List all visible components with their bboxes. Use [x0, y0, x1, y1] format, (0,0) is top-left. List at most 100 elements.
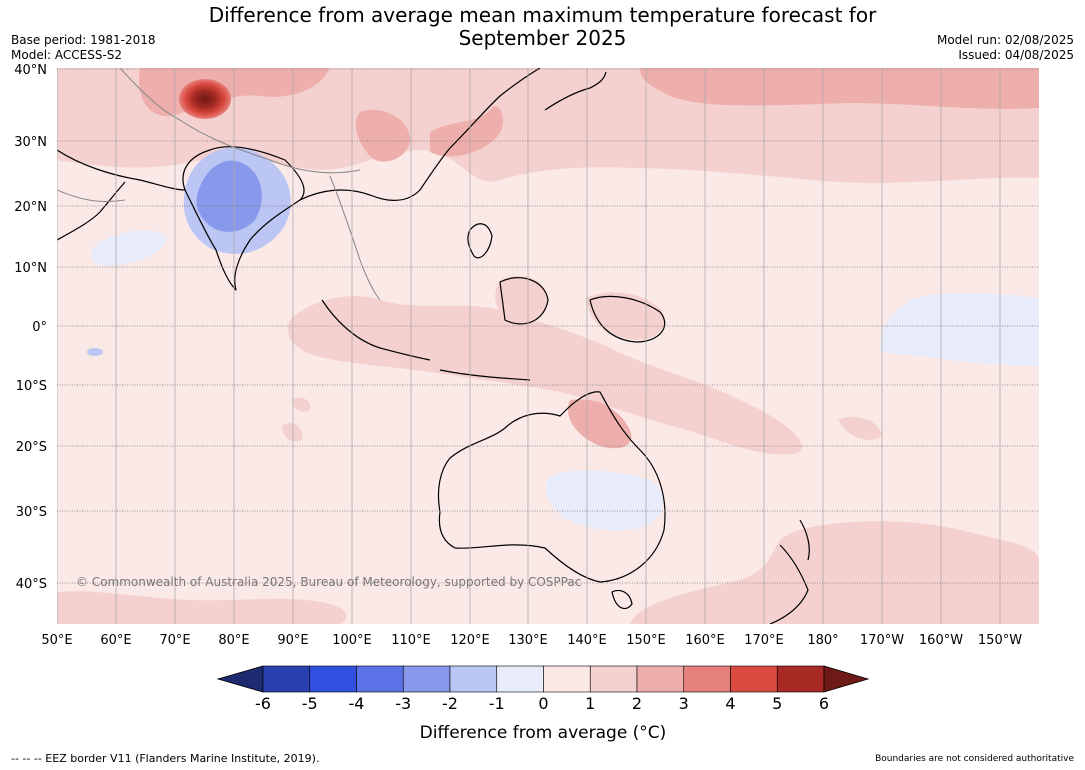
anomaly-1-2-nz-east — [830, 527, 861, 550]
colorbar-tick-labels: -6 -5 -4 -3 -2 -1 0 1 2 3 4 5 6 — [255, 694, 829, 713]
lon-label: 60°E — [100, 633, 131, 648]
anomaly-hotspot — [179, 79, 231, 119]
coastlines — [57, 68, 810, 624]
lat-label: 10°N — [14, 261, 47, 276]
anomaly-cool-pacific — [880, 293, 1039, 366]
new-guinea-coastline — [589, 295, 666, 343]
colorbar-tick-label: 2 — [632, 694, 642, 713]
colorbar-tick-label: 1 — [585, 694, 595, 713]
lon-label: 160°E — [685, 633, 725, 648]
lat-label: 0° — [32, 320, 47, 335]
title-line-2: September 2025 — [458, 26, 627, 50]
colorbar-swatch — [356, 665, 404, 693]
lat-label: 20°S — [16, 440, 47, 455]
graticule-parallels — [57, 68, 1039, 584]
colorbar-tick-label: 6 — [819, 694, 829, 713]
colorbar-tick-label: -4 — [349, 694, 365, 713]
anomaly-1-2-borneo — [495, 275, 548, 324]
colorbar-tick-label: -6 — [255, 694, 271, 713]
colorbar-swatches — [262, 665, 825, 693]
tasmania-coastline — [611, 589, 633, 610]
colorbar-tick-label: 4 — [725, 694, 735, 713]
border-2 — [329, 175, 381, 301]
colorbar-tick-label: -2 — [442, 694, 458, 713]
lat-label: 40°N — [14, 63, 47, 78]
colorbar-under-arrow — [216, 665, 264, 693]
japan-coastline — [544, 71, 607, 111]
lon-label: 90°E — [277, 633, 308, 648]
lon-label: 180° — [807, 633, 838, 648]
colorbar-swatch — [589, 665, 638, 693]
colorbar-swatch — [309, 665, 357, 693]
colorbar-swatch — [636, 665, 685, 693]
lat-label: 30°N — [14, 135, 47, 150]
colorbar-tick-label: 3 — [679, 694, 689, 713]
anomaly-2-3-north-pacific — [640, 68, 1039, 109]
philippines-coastline — [467, 223, 493, 259]
colorbar-tick-label: 5 — [772, 694, 782, 713]
anomaly-1-2-tasman — [630, 521, 1039, 624]
boundaries-note: Boundaries are not considered authoritat… — [875, 754, 1074, 764]
metadata-right: Model run: 02/08/2025 Issued: 04/08/2025 — [937, 33, 1074, 63]
border-1 — [119, 68, 361, 174]
anomaly-1-2-southern-ocean — [57, 591, 347, 624]
colorbar-tick-label: -5 — [302, 694, 318, 713]
lon-label: 170°W — [860, 633, 904, 648]
colorbar-swatch — [402, 665, 451, 693]
new-zealand-coastline — [769, 519, 810, 624]
colorbar-swatch — [683, 665, 731, 693]
lat-label: 30°S — [16, 505, 47, 520]
title-line-1: Difference from average mean maximum tem… — [208, 3, 877, 27]
country-borders — [57, 68, 381, 301]
anomaly-1-2-indian-ocean-2 — [292, 397, 311, 412]
latitude-labels: 40°N 30°N 20°N 10°N 0° 10°S 20°S 30°S 40… — [14, 63, 47, 592]
colorbar-swatch — [730, 665, 778, 693]
lon-label: 150°E — [626, 633, 666, 648]
arabia-coastline — [57, 149, 186, 241]
lon-label: 50°E — [41, 633, 72, 648]
colorbar-tick-label: -1 — [489, 694, 505, 713]
lon-label: 130°E — [508, 633, 548, 648]
lon-label: 170°E — [744, 633, 784, 648]
lat-label: 40°S — [16, 577, 47, 592]
eez-note: -- -- -- EEZ border V11 (Flanders Marine… — [11, 752, 320, 765]
map-area: © Commonwealth of Australia 2025, Bureau… — [57, 68, 1039, 624]
anomaly-1-2-indian-ocean — [282, 423, 303, 442]
anomaly-cool-small — [87, 348, 103, 356]
anomaly-cool-india-inner — [196, 160, 262, 232]
india-coastline — [182, 146, 305, 291]
lon-label: 150°W — [978, 633, 1022, 648]
anomaly-1-2-new-guinea — [586, 292, 665, 340]
graticule-meridians — [57, 68, 1001, 624]
anomaly-2-3-china — [355, 109, 410, 162]
colorbar-tick-label: 0 — [538, 694, 548, 713]
base-period: Base period: 1981-2018 — [11, 33, 156, 47]
colorbar-label: Difference from average (°C) — [420, 723, 667, 743]
colorbar: -6 -5 -4 -3 -2 -1 0 1 2 3 4 5 6 Difference from aver… — [216, 665, 870, 743]
anomaly-cool-australia — [546, 470, 664, 531]
lon-label: 70°E — [159, 633, 190, 648]
indonesia-coastline — [321, 277, 549, 381]
colorbar-over-arrow — [823, 665, 870, 693]
colorbar-swatch — [496, 665, 544, 693]
model-name: Model: ACCESS-S2 — [11, 48, 123, 62]
metadata-left: Base period: 1981-2018 Model: ACCESS-S2 — [11, 33, 156, 63]
lon-label: 100°E — [332, 633, 372, 648]
colorbar-swatch — [449, 665, 498, 693]
copyright-notice: © Commonwealth of Australia 2025, Bureau… — [76, 575, 581, 589]
issued-date: Issued: 04/08/2025 — [958, 48, 1074, 62]
lat-label: 20°N — [14, 200, 47, 215]
lat-label: 10°S — [16, 379, 47, 394]
colorbar-swatch — [776, 665, 825, 693]
lon-label: 140°E — [567, 633, 607, 648]
asia-coastline — [299, 68, 541, 202]
anomaly-2-3-cape-york — [568, 399, 632, 449]
colorbar-tick-label: -3 — [395, 694, 411, 713]
lon-label: 110°E — [391, 633, 431, 648]
lon-label: 80°E — [218, 633, 249, 648]
australia-coastline — [437, 391, 666, 583]
anomaly-cool-arabian — [90, 230, 167, 266]
lon-label: 120°E — [450, 633, 490, 648]
model-run: Model run: 02/08/2025 — [936, 33, 1074, 47]
